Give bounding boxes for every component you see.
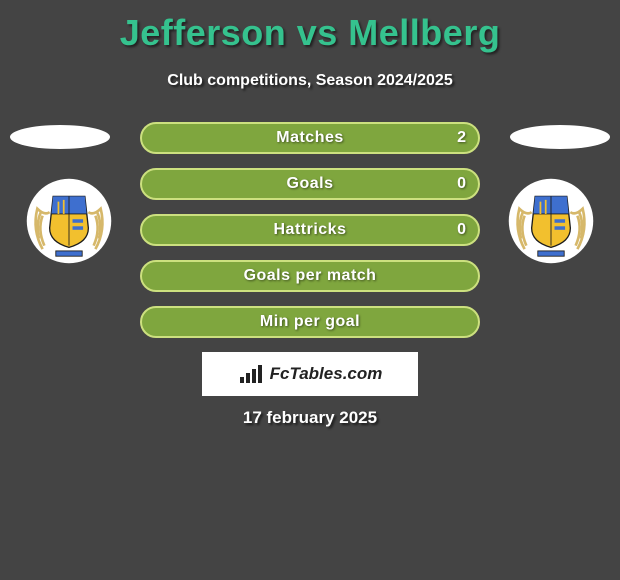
stat-right-value: 0	[457, 221, 466, 239]
club-crest-icon	[25, 177, 113, 265]
stat-label: Matches	[276, 129, 344, 147]
stat-right-value: 0	[457, 175, 466, 193]
brand-text: FcTables.com	[270, 364, 383, 384]
stat-label: Goals per match	[244, 267, 377, 285]
stat-row-goals: Goals 0	[140, 168, 480, 200]
page-title: Jefferson vs Mellberg	[0, 0, 620, 54]
club-badge-right	[507, 177, 595, 265]
stat-row-min-per-goal: Min per goal	[140, 306, 480, 338]
club-badge-left	[25, 177, 113, 265]
stat-row-matches: Matches 2	[140, 122, 480, 154]
player-right-label	[510, 125, 610, 149]
bars-icon	[238, 363, 266, 385]
date-label: 17 february 2025	[0, 408, 620, 428]
season-subtitle: Club competitions, Season 2024/2025	[0, 72, 620, 90]
stat-label: Goals	[287, 175, 334, 193]
stat-right-value: 2	[457, 129, 466, 147]
stat-row-goals-per-match: Goals per match	[140, 260, 480, 292]
stat-row-hattricks: Hattricks 0	[140, 214, 480, 246]
stat-label: Hattricks	[274, 221, 347, 239]
stat-label: Min per goal	[260, 313, 360, 331]
club-crest-icon	[507, 177, 595, 265]
player-left-label	[10, 125, 110, 149]
brand-box[interactable]: FcTables.com	[202, 352, 418, 396]
stats-column: Matches 2 Goals 0 Hattricks 0 Goals per …	[140, 122, 480, 338]
